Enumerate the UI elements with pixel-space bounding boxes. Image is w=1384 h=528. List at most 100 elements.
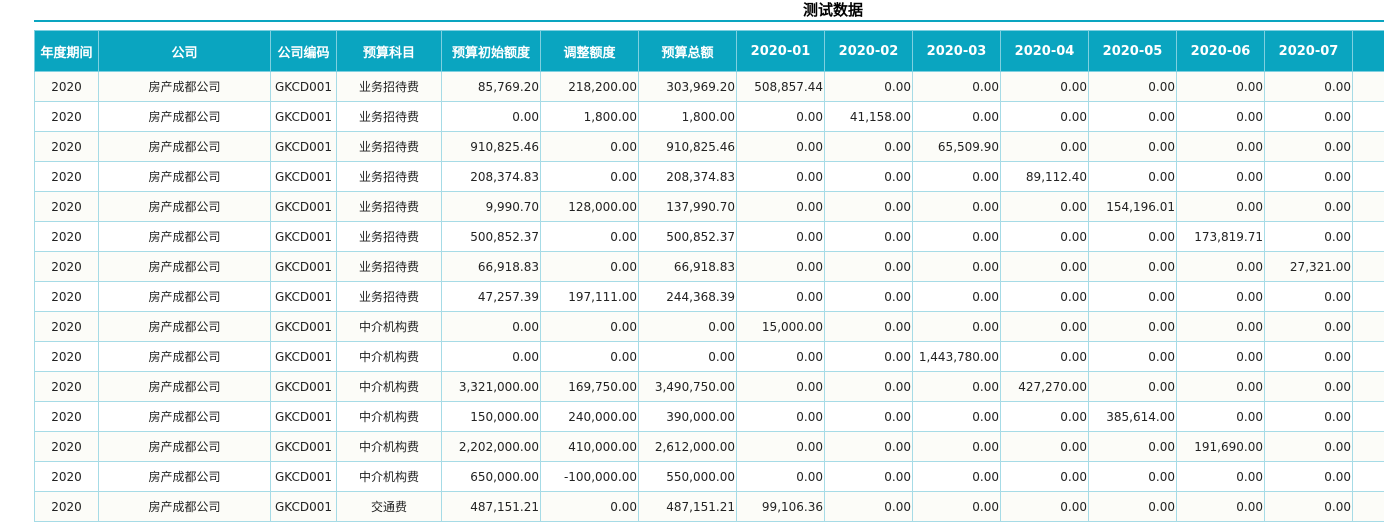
table-cell: 89,112.40 — [1000, 161, 1089, 192]
table-cell: 0.00 — [540, 311, 639, 342]
table-cell: 0.00 — [912, 161, 1001, 192]
table-cell: 85,769.20 — [441, 71, 541, 102]
table-cell: 0.00 — [1000, 341, 1089, 372]
table-cell: 0.00 — [1000, 191, 1089, 222]
table-cell: 房产成都公司 — [98, 101, 271, 132]
table-cell: GKCD001 — [270, 131, 337, 162]
table-cell: 0.00 — [824, 191, 913, 222]
table-cell: 房产成都公司 — [98, 431, 271, 462]
table-cell: 0.00 — [1264, 491, 1353, 522]
table-viewport: 年度期间 公司 公司编码 预算科目 预算初始额度 调整额度 预算总额 2020-01 2020-… — [34, 30, 1384, 528]
table-cell: 0.00 — [441, 101, 541, 132]
table-cell: 业务招待费 — [336, 131, 442, 162]
table-cell: 0.00 — [1000, 431, 1089, 462]
table-cell: 2020 — [34, 101, 99, 132]
table-cell: 137,990.70 — [638, 191, 737, 222]
empty-cell — [1352, 461, 1384, 492]
table-cell: 0.00 — [824, 371, 913, 402]
table-cell: 0.00 — [736, 101, 825, 132]
table-cell: 1,800.00 — [540, 101, 639, 132]
empty-cell — [1352, 101, 1384, 132]
table-cell: 0.00 — [540, 131, 639, 162]
table-cell: 390,000.00 — [638, 401, 737, 432]
table-cell: 0.00 — [1176, 161, 1265, 192]
table-cell: GKCD001 — [270, 461, 337, 492]
table-cell: 房产成都公司 — [98, 191, 271, 222]
table-cell: 2020 — [34, 341, 99, 372]
table-cell: 0.00 — [1176, 371, 1265, 402]
table-cell: 2020 — [34, 371, 99, 402]
table-cell: 业务招待费 — [336, 221, 442, 252]
table-cell: 0.00 — [1176, 131, 1265, 162]
table-cell: 房产成都公司 — [98, 131, 271, 162]
table-cell: 0.00 — [1000, 221, 1089, 252]
table-cell: 中介机构费 — [336, 311, 442, 342]
table-cell: 房产成都公司 — [98, 221, 271, 252]
table-cell: 47,257.39 — [441, 281, 541, 312]
table-cell: 0.00 — [824, 401, 913, 432]
table-cell: GKCD001 — [270, 251, 337, 282]
table-cell: 0.00 — [824, 341, 913, 372]
table-cell: 0.00 — [1264, 191, 1353, 222]
table-cell: 0.00 — [1000, 131, 1089, 162]
table-cell: 0.00 — [1088, 431, 1177, 462]
table-cell: 0.00 — [1264, 221, 1353, 252]
table-cell: 0.00 — [824, 131, 913, 162]
table-cell: 0.00 — [1000, 251, 1089, 282]
table-cell: 业务招待费 — [336, 251, 442, 282]
table-row: 2020 房产成都公司 GKCD001 交通费 487,151.21 0.00 487,15… — [34, 491, 1384, 522]
table-cell: 2020 — [34, 461, 99, 492]
empty-cell — [1352, 311, 1384, 342]
table-cell: 0.00 — [1264, 311, 1353, 342]
table-cell: 0.00 — [912, 251, 1001, 282]
table-cell: 中介机构费 — [336, 341, 442, 372]
empty-cell — [1352, 161, 1384, 192]
header-cell: 2020-01 — [736, 30, 825, 72]
table-cell: 0.00 — [824, 311, 913, 342]
table-row: 2020 房产成都公司 GKCD001 业务招待费 66,918.83 0.00 66,91… — [34, 251, 1384, 282]
table-cell: 2020 — [34, 281, 99, 312]
empty-cell — [1352, 341, 1384, 372]
table-cell: 房产成都公司 — [98, 161, 271, 192]
table-cell: 0.00 — [912, 491, 1001, 522]
table-cell: GKCD001 — [270, 401, 337, 432]
table-cell: 0.00 — [1088, 461, 1177, 492]
table-cell: 2020 — [34, 71, 99, 102]
table-cell: 0.00 — [1264, 341, 1353, 372]
table-cell: GKCD001 — [270, 371, 337, 402]
empty-cell — [1352, 491, 1384, 522]
table-cell: 2,612,000.00 — [638, 431, 737, 462]
table-cell: 0.00 — [1176, 71, 1265, 102]
table-cell: 房产成都公司 — [98, 251, 271, 282]
table-cell: 173,819.71 — [1176, 221, 1265, 252]
table-cell: 2020 — [34, 161, 99, 192]
table-row: 2020 房产成都公司 GKCD001 业务招待费 910,825.46 0.00 910,… — [34, 131, 1384, 162]
header-cell: 2020-03 — [912, 30, 1001, 72]
table-cell: 0.00 — [1088, 221, 1177, 252]
table-cell: 0.00 — [736, 371, 825, 402]
table-cell: 0.00 — [824, 461, 913, 492]
table-row: 2020 房产成都公司 GKCD001 业务招待费 9,990.70 128,000.00… — [34, 191, 1384, 222]
table-cell: 0.00 — [1264, 401, 1353, 432]
table-cell: 218,200.00 — [540, 71, 639, 102]
table-row: 2020 房产成都公司 GKCD001 中介机构费 650,000.00 -100,000… — [34, 461, 1384, 492]
table-cell: 业务招待费 — [336, 101, 442, 132]
table-cell: 0.00 — [1088, 491, 1177, 522]
table-cell: 650,000.00 — [441, 461, 541, 492]
table-cell: 487,151.21 — [638, 491, 737, 522]
header-cell: 预算总额 — [638, 30, 737, 72]
table-cell: 240,000.00 — [540, 401, 639, 432]
table-row: 2020 房产成都公司 GKCD001 中介机构费 0.00 0.00 0.00 15,000… — [34, 311, 1384, 342]
table-row: 2020 房产成都公司 GKCD001 业务招待费 0.00 1,800.00 1,800.… — [34, 101, 1384, 132]
empty-cell — [1352, 431, 1384, 462]
table-cell: 0.00 — [824, 71, 913, 102]
table-cell: 2020 — [34, 131, 99, 162]
table-cell: 0.00 — [1176, 311, 1265, 342]
table-cell: 208,374.83 — [441, 161, 541, 192]
table-cell: 487,151.21 — [441, 491, 541, 522]
title-rule — [34, 20, 1384, 22]
table-cell: 0.00 — [912, 221, 1001, 252]
table-cell: 1,443,780.00 — [912, 341, 1001, 372]
table-cell: 0.00 — [638, 311, 737, 342]
table-cell: 197,111.00 — [540, 281, 639, 312]
